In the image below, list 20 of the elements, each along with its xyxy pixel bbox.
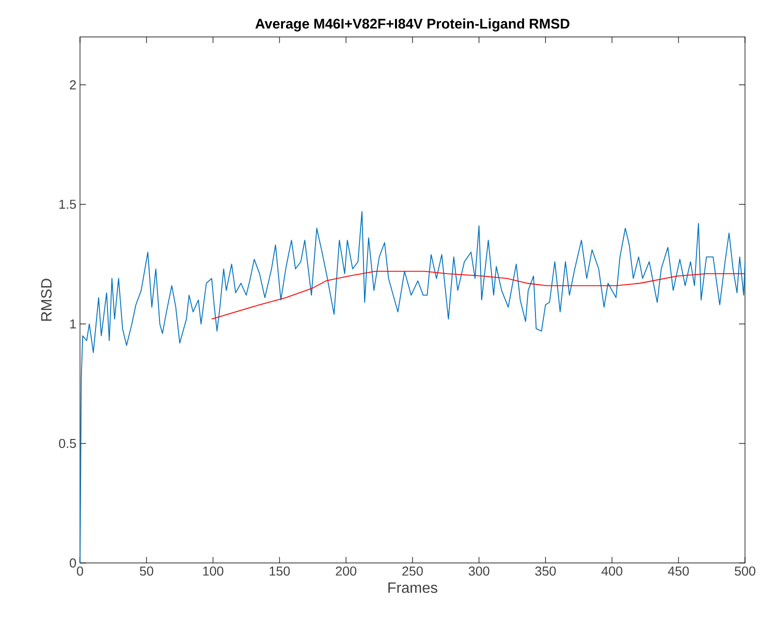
x-tick-label: 100 — [203, 566, 224, 576]
x-tick-label: 350 — [535, 566, 556, 576]
x-tick-label: 300 — [468, 566, 490, 576]
y-tick-label: 1 — [70, 319, 76, 328]
line-series — [80, 211, 746, 563]
y-tick-label: 1.5 — [59, 200, 76, 209]
x-tick-label: 250 — [402, 566, 423, 576]
y-axis-title: RMSD — [41, 278, 52, 321]
x-tick-label: 0 — [76, 566, 84, 576]
x-tick-label: 50 — [140, 566, 154, 576]
x-tick-label: 400 — [602, 566, 622, 576]
chart-title: Average M46I+V82F+I84V Protein-Ligand RMSD — [255, 18, 570, 32]
x-axis-title: Frames — [388, 582, 438, 593]
x-tick-label: 200 — [336, 566, 356, 576]
y-tick-label: 0 — [70, 558, 76, 568]
x-tick-label: 150 — [270, 566, 290, 576]
y-tick-label: 2 — [70, 80, 76, 90]
y-tick-label: 0.5 — [58, 438, 76, 448]
x-tick-label: 500 — [734, 566, 756, 576]
x-tick-label: 450 — [668, 566, 689, 576]
